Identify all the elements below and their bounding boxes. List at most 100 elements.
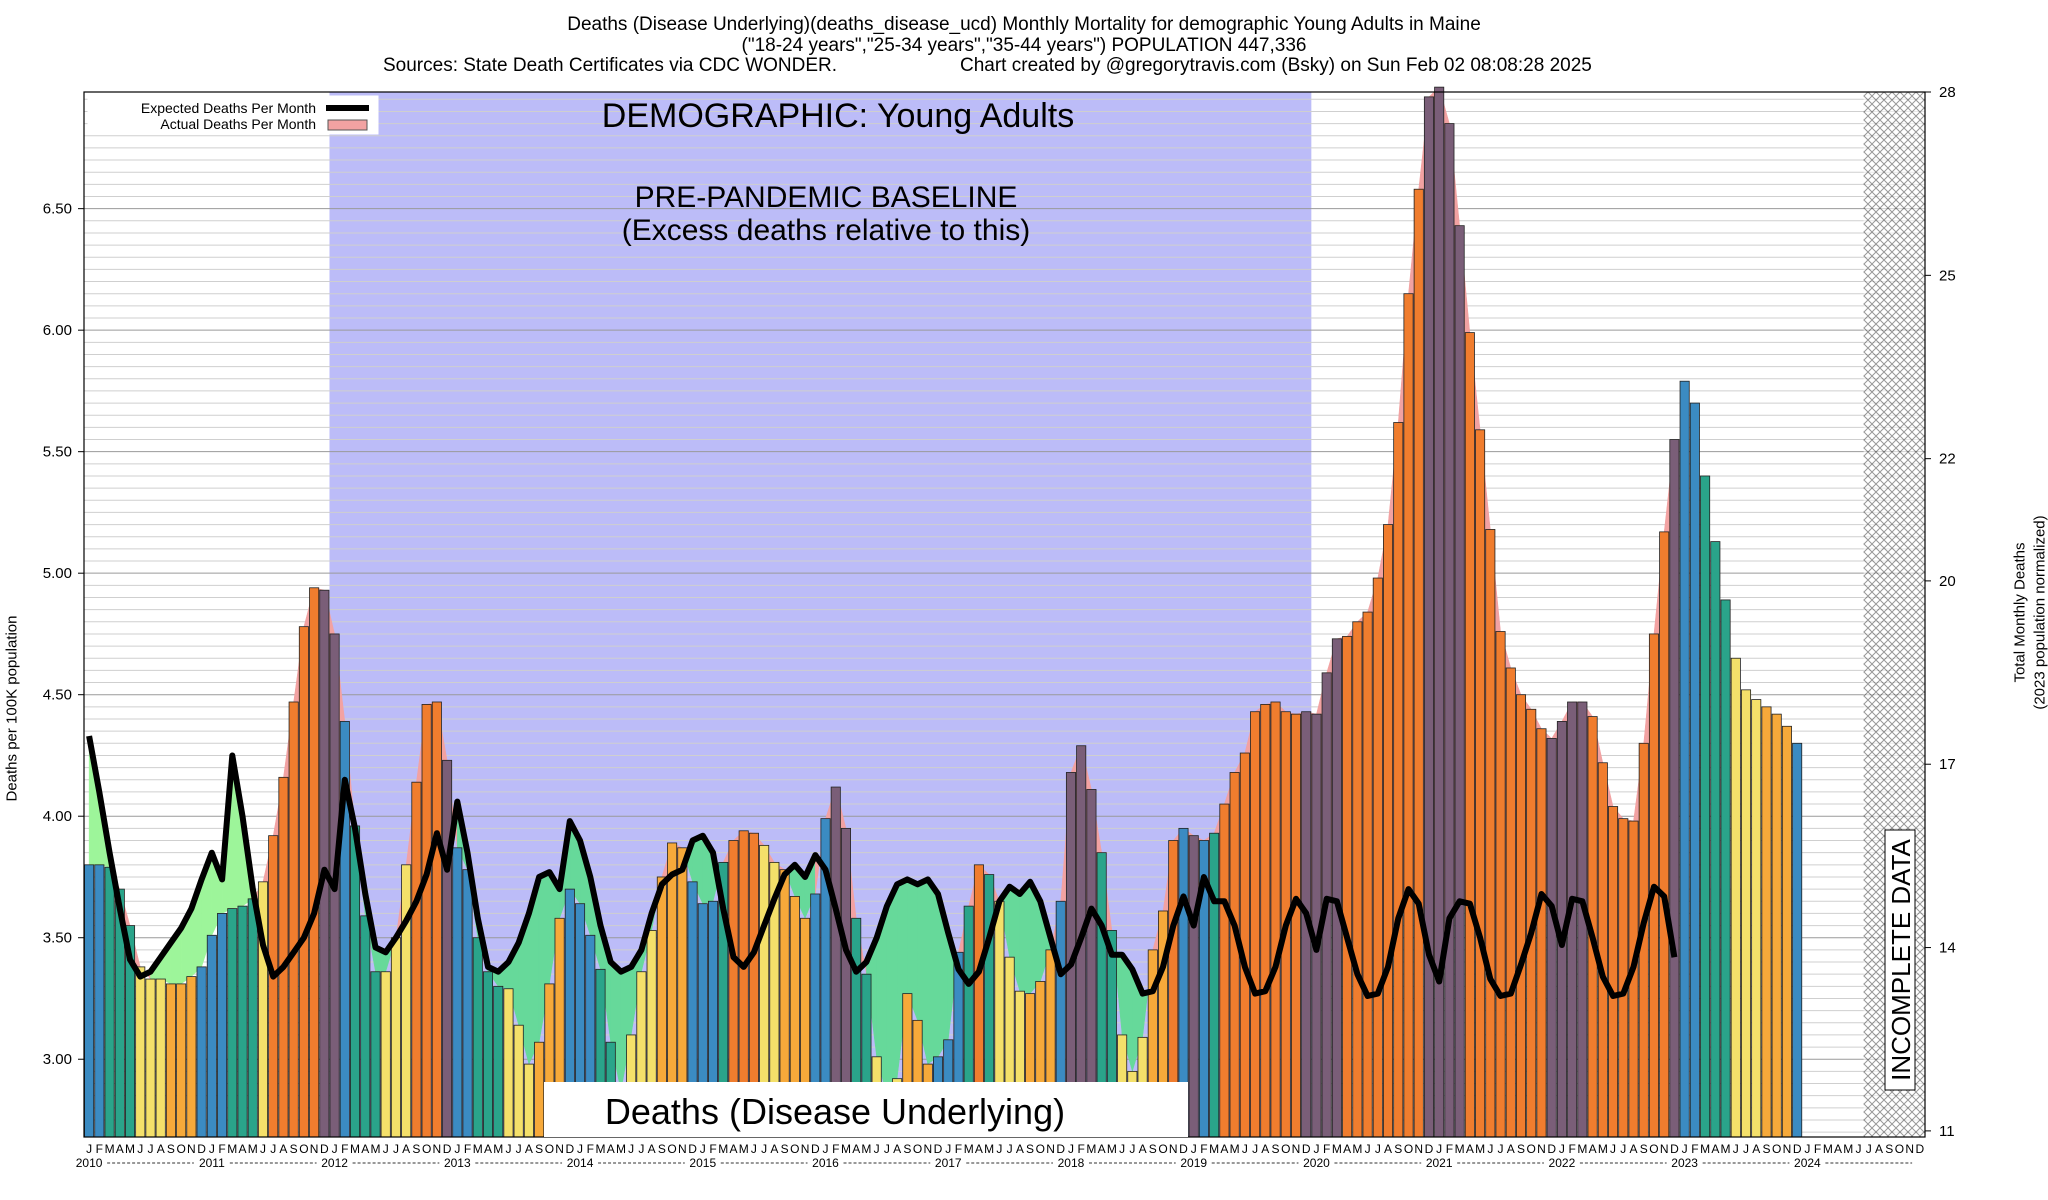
overlay-baseline-title: PRE-PANDEMIC BASELINE [635, 181, 1018, 214]
bar [237, 905, 248, 1138]
x-month-label: A [361, 1142, 369, 1156]
x-month-label: J [1743, 1142, 1749, 1156]
x-month-label: N [555, 1142, 564, 1156]
x-month-label: J [1191, 1142, 1197, 1156]
x-month-label: M [1455, 1142, 1465, 1156]
x-month-label: A [1589, 1142, 1597, 1156]
x-month-label: A [770, 1142, 778, 1156]
x-month-label: M [1352, 1142, 1362, 1156]
x-month-label: J [1866, 1142, 1872, 1156]
x-year-label: 2018 [1058, 1156, 1085, 1170]
x-month-label: J [270, 1142, 276, 1156]
chart-credit: Chart created by @gregorytravis.com (Bsk… [960, 55, 1592, 76]
bar [1229, 772, 1240, 1138]
x-month-label: F [341, 1142, 348, 1156]
x-year-label: 2014 [567, 1156, 594, 1170]
incomplete-label-box [1884, 829, 1916, 1091]
bar [1362, 611, 1373, 1138]
x-month-label: J [1119, 1142, 1125, 1156]
bar [135, 966, 146, 1138]
bar [442, 759, 453, 1138]
bar [401, 864, 412, 1138]
y-tick-label: 5.50 [43, 444, 72, 461]
x-month-label: O [790, 1142, 799, 1156]
x-month-label: A [1139, 1142, 1147, 1156]
x-month-label: M [1823, 1142, 1833, 1156]
x-month-label: F [1691, 1142, 1698, 1156]
y-tick-label: 3.50 [43, 930, 72, 947]
x-month-label: F [709, 1142, 716, 1156]
x-month-label: J [884, 1142, 890, 1156]
x-month-label: M [861, 1142, 871, 1156]
x-month-label: D [1916, 1142, 1925, 1156]
x-month-label: A [607, 1142, 615, 1156]
x-month-label: A [1752, 1142, 1760, 1156]
x-month-label: S [903, 1142, 911, 1156]
x-month-label: A [729, 1142, 737, 1156]
x-month-label: S [1394, 1142, 1402, 1156]
x-month-label: M [1700, 1142, 1710, 1156]
x-month-label: M [248, 1142, 258, 1156]
x-month-label: A [525, 1142, 533, 1156]
incomplete-data-label: INCOMPLETE DATA [1886, 838, 1916, 1080]
x-month-label: S [781, 1142, 789, 1156]
x-month-label: S [1149, 1142, 1157, 1156]
y-tick-label: 4.50 [43, 687, 72, 704]
x-month-label: A [1261, 1142, 1269, 1156]
y2-tick-label: 22 [1939, 451, 1956, 468]
y-tick-label: 6.00 [43, 322, 72, 339]
bar [503, 988, 514, 1138]
x-month-label: A [1875, 1142, 1883, 1156]
x-month-label: O [1772, 1142, 1781, 1156]
bar [1495, 631, 1506, 1138]
x-month-label: J [147, 1142, 153, 1156]
x-year-label: 2017 [935, 1156, 962, 1170]
x-month-label: S [412, 1142, 420, 1156]
x-month-label: S [1762, 1142, 1770, 1156]
x-month-label: O [1527, 1142, 1536, 1156]
bar [1669, 439, 1680, 1138]
x-month-label: J [823, 1142, 829, 1156]
x-month-label: N [678, 1142, 687, 1156]
y-tick-label: 6.50 [43, 201, 72, 218]
bar [1751, 699, 1762, 1138]
gridlines [84, 98, 1925, 1133]
x-month-label: F [1323, 1142, 1330, 1156]
y-tick-label: 3.00 [43, 1051, 72, 1068]
bar [1290, 713, 1302, 1138]
x-year-label: 2020 [1303, 1156, 1330, 1170]
x-month-label: A [1466, 1142, 1474, 1156]
x-month-label: J [1007, 1142, 1013, 1156]
x-month-label: A [1098, 1142, 1106, 1156]
x-month-label: M [1086, 1142, 1096, 1156]
bar [1597, 762, 1608, 1138]
bar [350, 825, 361, 1138]
bar [523, 1063, 534, 1138]
bar [1792, 742, 1803, 1138]
x-year-label: 2022 [1549, 1156, 1576, 1170]
y-tick-label: 4.00 [43, 808, 72, 825]
x-month-label: A [1507, 1142, 1515, 1156]
bar [319, 589, 330, 1138]
x-month-label: D [320, 1142, 329, 1156]
x-month-label: A [402, 1142, 410, 1156]
x-month-label: F [1078, 1142, 1085, 1156]
x-month-label: S [535, 1142, 543, 1156]
bar [1372, 577, 1383, 1138]
bar [431, 701, 442, 1138]
x-year-label: 2013 [444, 1156, 471, 1170]
x-month-label: M [105, 1142, 115, 1156]
bar [1342, 635, 1353, 1138]
bar [1454, 225, 1465, 1138]
difference-fill [927, 878, 939, 1065]
x-month-label: M [616, 1142, 626, 1156]
bar [1219, 803, 1230, 1138]
bar [217, 913, 228, 1138]
bar [1352, 621, 1363, 1138]
x-month-label: J [1436, 1142, 1442, 1156]
x-month-label: A [852, 1142, 860, 1156]
x-month-label: F [955, 1142, 962, 1156]
x-month-label: N [1046, 1142, 1055, 1156]
x-month-label: J [383, 1142, 389, 1156]
